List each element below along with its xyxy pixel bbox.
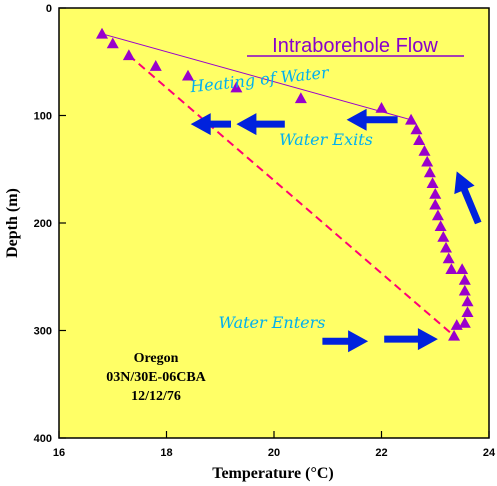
data-point-triangle xyxy=(429,198,442,210)
data-point-triangle xyxy=(230,81,243,93)
conductive-gradient-line xyxy=(128,54,455,337)
site-date: 12/12/76 xyxy=(131,389,181,404)
data-point-triangle xyxy=(440,241,452,253)
y-axis-label: Depth (m) xyxy=(4,188,21,258)
data-point-triangle xyxy=(434,220,447,232)
data-point-triangle xyxy=(182,69,194,81)
x-axis-label: Temperature (°C) xyxy=(212,465,333,482)
data-point-triangle xyxy=(461,295,474,307)
y-tick-label: 300 xyxy=(34,326,52,338)
data-point-triangle xyxy=(149,60,162,71)
data-point-triangle xyxy=(445,263,458,275)
y-ticks: 0 100 200 300 400 xyxy=(34,3,66,445)
data-points xyxy=(96,27,474,341)
data-point-triangle xyxy=(442,252,455,264)
flow-arrow xyxy=(384,328,438,351)
flow-arrows xyxy=(190,108,482,353)
x-tick-label: 24 xyxy=(483,447,496,459)
site-name: Oregon xyxy=(134,351,179,366)
data-point-triangle xyxy=(448,329,461,341)
flow-arrow xyxy=(322,330,369,353)
data-point-triangle xyxy=(294,92,307,104)
y-tick-label: 100 xyxy=(34,111,52,123)
x-tick-label: 16 xyxy=(53,447,65,459)
data-point-triangle xyxy=(122,49,135,61)
data-point-triangle xyxy=(421,155,434,167)
data-point-triangle xyxy=(461,306,474,318)
data-point-triangle xyxy=(106,37,119,49)
x-tick-label: 22 xyxy=(375,447,387,459)
trend-lines xyxy=(101,33,455,337)
x-tick-label: 20 xyxy=(268,447,280,459)
water-enters-annotation: Water Enters xyxy=(219,313,326,332)
data-point-triangle xyxy=(458,273,471,285)
data-point-triangle xyxy=(410,123,423,135)
data-point-triangle xyxy=(375,101,388,113)
data-point-triangle xyxy=(431,209,444,221)
data-point-triangle xyxy=(458,284,471,296)
data-point-triangle xyxy=(458,316,471,328)
data-point-triangle xyxy=(456,263,469,275)
data-point-triangle xyxy=(413,134,426,146)
plot-area xyxy=(58,7,490,439)
chart-title: Intraborehole Flow xyxy=(272,35,438,57)
x-ticks: 16 18 20 22 24 xyxy=(53,431,496,459)
data-point-triangle xyxy=(426,177,439,189)
y-tick-label: 0 xyxy=(46,3,52,15)
y-tick-label: 200 xyxy=(34,218,52,230)
y-tick-label: 400 xyxy=(34,433,52,445)
data-point-triangle xyxy=(96,27,108,39)
flow-arrow xyxy=(190,113,231,136)
heating-fit-line xyxy=(101,33,412,121)
water-exits-annotation: Water Exits xyxy=(279,130,373,149)
data-point-triangle xyxy=(450,319,463,330)
data-point-triangle xyxy=(405,113,418,125)
data-point-triangle xyxy=(423,166,436,178)
flow-arrow xyxy=(454,171,482,225)
flow-arrow xyxy=(346,108,398,131)
x-tick-label: 18 xyxy=(160,447,172,459)
flow-arrow xyxy=(236,113,285,136)
data-point-triangle xyxy=(429,187,442,199)
site-id: 03N/30E-06CBA xyxy=(106,370,206,385)
data-point-triangle xyxy=(418,144,431,156)
data-point-triangle xyxy=(437,230,450,242)
